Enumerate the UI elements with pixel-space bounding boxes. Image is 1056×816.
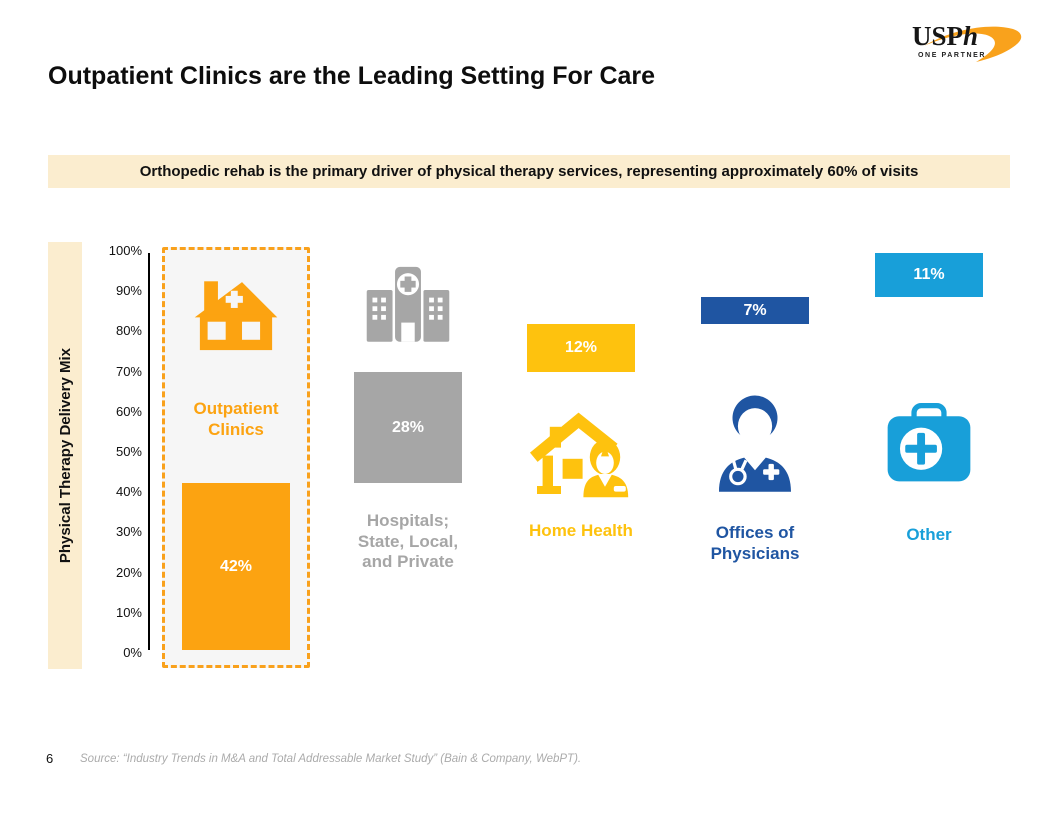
clinic-building-icon <box>193 277 279 353</box>
bar-value-label: 7% <box>743 301 767 319</box>
y-axis-tick-label: 100% <box>108 243 142 258</box>
y-axis-title-strip: Physical Therapy Delivery Mix <box>48 242 82 669</box>
y-axis-line <box>148 253 150 650</box>
chart-column-outpatient-clinics: Outpatient Clinics 42% <box>162 247 310 668</box>
key-message-banner: Orthopedic rehab is the primary driver o… <box>48 155 1010 188</box>
y-axis-tick-label: 50% <box>115 443 142 459</box>
category-label: Hospitals; State, Local, and Private <box>357 511 459 572</box>
y-axis-tick-label: 80% <box>115 323 142 339</box>
delivery-mix-chart: Outpatient Clinics 42% <box>150 247 1010 668</box>
logo-brand-text: USPh <box>912 21 978 51</box>
y-axis-tick-label: 40% <box>115 484 142 500</box>
y-axis-tick-label: 30% <box>115 524 142 540</box>
logo-tagline: ONE PARTNER <box>918 52 986 59</box>
bar-offices-of-physicians: 7% <box>701 296 809 325</box>
chart-column-offices-of-physicians: Offices of Physicians 7% <box>681 253 829 650</box>
bar-value-label: 12% <box>564 339 598 357</box>
chart-column-other: Other 11% <box>855 253 1003 650</box>
banner-text: Orthopedic rehab is the primary driver o… <box>139 163 919 180</box>
home-health-icon <box>529 406 633 498</box>
y-axis-tick-label: 60% <box>115 403 142 419</box>
y-axis-tick-label: 0% <box>123 644 142 660</box>
bar-home-health: 12% <box>527 324 635 373</box>
first-aid-kit-icon <box>885 403 973 484</box>
doctor-icon <box>710 391 800 492</box>
usph-logo: USPh ONE PARTNER <box>912 21 1022 62</box>
bar-hospitals: 28% <box>354 372 462 484</box>
y-axis-tick-label: 10% <box>115 604 142 620</box>
bar-outpatient-clinics: 42% <box>182 483 290 650</box>
category-label: Outpatient Clinics <box>193 399 279 439</box>
y-axis-tick-label: 90% <box>115 283 142 299</box>
y-axis-tick-label: 70% <box>115 363 142 379</box>
category-label: Offices of Physicians <box>710 523 800 563</box>
category-label: Other <box>906 525 952 544</box>
category-label: Home Health <box>529 521 633 540</box>
bar-other: 11% <box>875 253 983 297</box>
chart-column-hospitals: Hospitals; State, Local, and Private 28% <box>334 253 482 650</box>
chart-column-home-health: Home Health 12% <box>507 253 655 650</box>
bar-value-label: 28% <box>391 418 425 436</box>
page-title: Outpatient Clinics are the Leading Setti… <box>48 62 656 90</box>
y-axis-tick-label: 20% <box>115 564 142 580</box>
page-number: 6 <box>46 751 54 766</box>
y-axis-title: Physical Therapy Delivery Mix <box>56 347 74 564</box>
hospital-icon <box>360 265 456 344</box>
bar-value-label: 42% <box>219 557 253 575</box>
source-note: Source: “Industry Trends in M&A and Tota… <box>80 753 582 765</box>
y-axis: 100% 90% 80% 70% 60% 50% 40% 30% 20% 10% 0% <box>94 244 142 659</box>
bar-value-label: 11% <box>913 265 945 283</box>
logo-swoosh <box>924 26 1022 62</box>
